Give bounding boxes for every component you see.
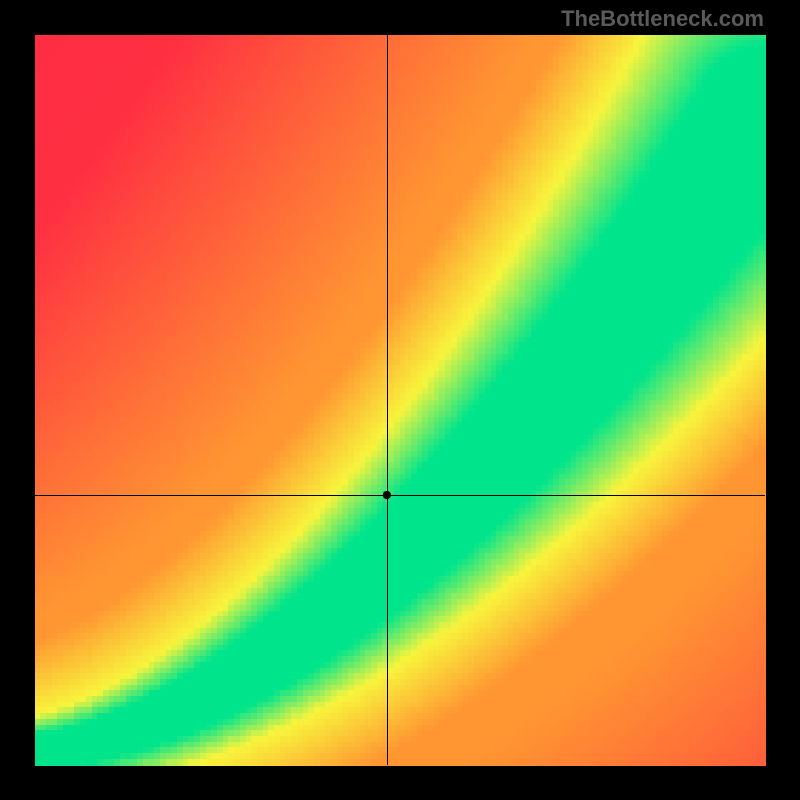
bottleneck-heatmap-canvas [0, 0, 800, 800]
watermark-text: TheBottleneck.com [561, 6, 764, 32]
chart-container: TheBottleneck.com [0, 0, 800, 800]
